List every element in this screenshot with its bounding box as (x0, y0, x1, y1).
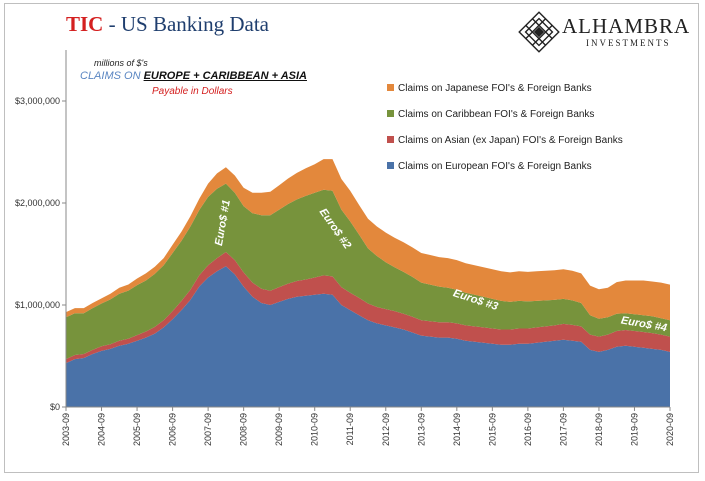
x-tick-label: 2003-09 (61, 413, 71, 446)
logo-name: ALHAMBRA (562, 14, 691, 38)
x-tick-label: 2006-09 (168, 413, 178, 446)
area-series-2 (66, 183, 670, 360)
legend-label: Claims on Asian (ex Japan) FOI's & Forei… (398, 135, 623, 146)
y-tick-label: $0 (50, 402, 60, 412)
y-tick-label: $1,000,000 (15, 300, 60, 310)
x-tick-label: 2005-09 (132, 413, 142, 446)
title-rest: - US Banking Data (103, 12, 270, 36)
legend-label: Claims on Caribbean FOI's & Foreign Bank… (398, 109, 594, 120)
x-tick-label: 2016-09 (523, 413, 533, 446)
area-series-3 (66, 159, 670, 321)
logo-subtitle: INVESTMENTS (586, 38, 671, 48)
x-tick-label: 2018-09 (594, 413, 604, 446)
alhambra-logo: ALHAMBRA INVESTMENTS (518, 10, 698, 54)
axes-group: $0 $1,000,000 $2,000,000 $3,000,000 2003-09 2… (15, 50, 675, 446)
claims-subtitle: CLAIMS ON EUROPE + CARIBBEAN + ASIA (80, 70, 307, 82)
x-tick-label: 2009-09 (274, 413, 284, 446)
x-tick-label: 2017-09 (558, 413, 568, 446)
x-tick-label: 2015-09 (487, 413, 497, 446)
payable-label: Payable in Dollars (152, 86, 233, 97)
legend: Claims on Japanese FOI's & Foreign Banks… (387, 83, 623, 172)
y-tick-label: $3,000,000 (15, 96, 60, 106)
chart-frame (4, 3, 699, 473)
x-tick-label: 2012-09 (381, 413, 391, 446)
diamond-lattice-icon (518, 11, 560, 53)
regions-label: EUROPE + CARIBBEAN + ASIA (143, 70, 307, 82)
area-series-0 (66, 266, 670, 407)
legend-swatch (387, 110, 394, 117)
claims-on-label: CLAIMS ON (80, 70, 144, 82)
legend-swatch (387, 162, 394, 169)
x-tick-label: 2007-09 (203, 413, 213, 446)
x-tick-label: 2014-09 (452, 413, 462, 446)
legend-label: Claims on European FOI's & Foreign Banks (398, 161, 592, 172)
x-tick-label: 2013-09 (416, 413, 426, 446)
area-series-1 (66, 252, 670, 364)
legend-swatch (387, 136, 394, 143)
area-series-group (66, 159, 670, 407)
y-tick-label: $2,000,000 (15, 198, 60, 208)
legend-label: Claims on Japanese FOI's & Foreign Banks (398, 83, 592, 94)
x-tick-label: 2010-09 (310, 413, 320, 446)
x-tick-label: 2020-09 (665, 413, 675, 446)
page-title: TIC - US Banking Data (66, 12, 269, 37)
units-label: millions of $'s (94, 58, 148, 68)
x-tick-label: 2008-09 (239, 413, 249, 446)
x-tick-label: 2004-09 (97, 413, 107, 446)
x-tick-label: 2011-09 (345, 413, 355, 445)
title-tic: TIC (66, 12, 104, 36)
legend-swatch (387, 84, 394, 91)
x-tick-label: 2019-09 (630, 413, 640, 446)
